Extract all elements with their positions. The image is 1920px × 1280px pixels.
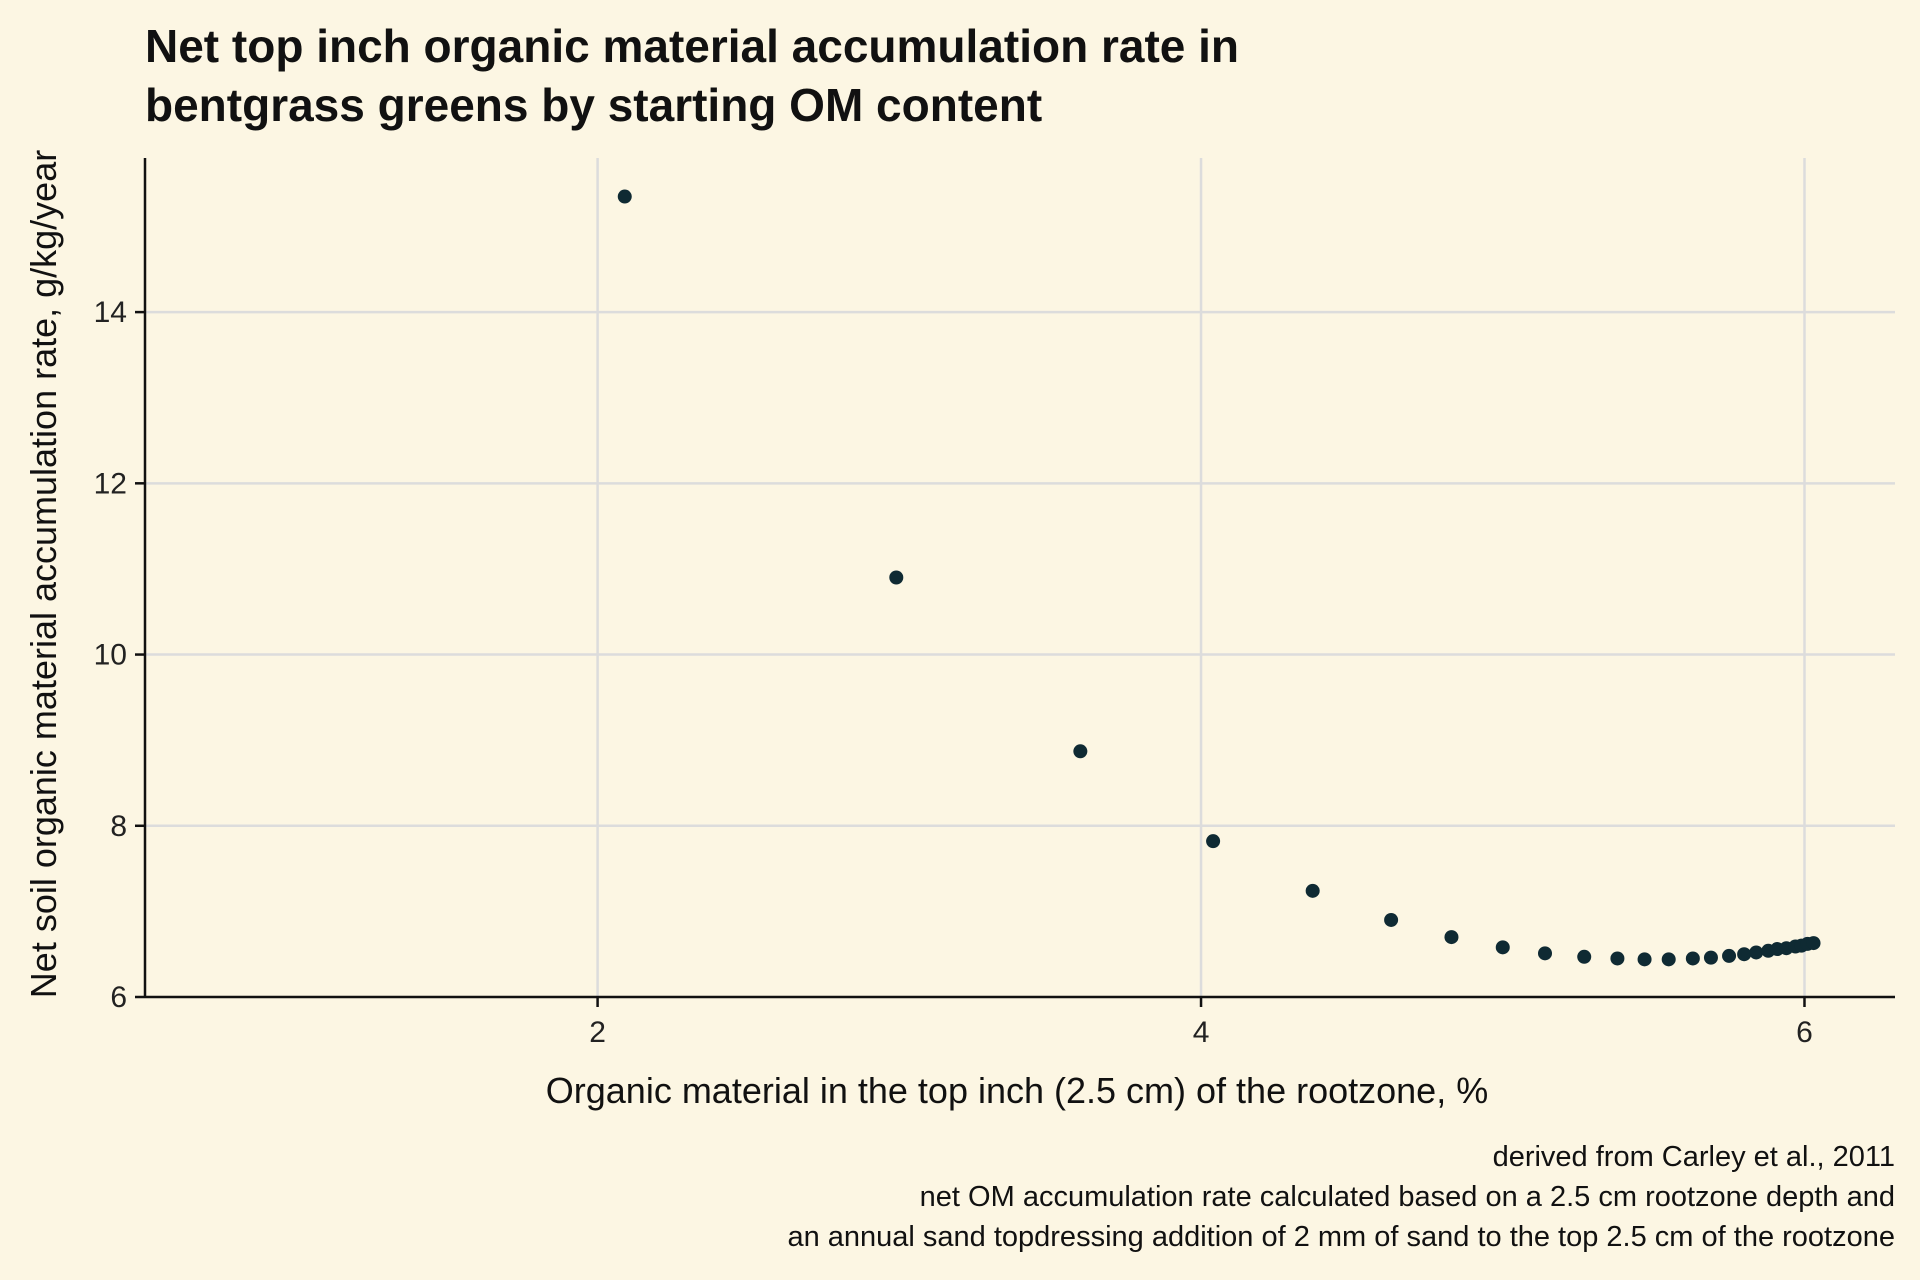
x-axis-title: Organic material in the top inch (2.5 cm… xyxy=(546,1070,1488,1111)
y-tick-label-6: 6 xyxy=(110,981,127,1014)
data-point-24 xyxy=(1806,936,1821,951)
caption-line-2: net OM accumulation rate calculated base… xyxy=(920,1181,1895,1213)
axes xyxy=(143,158,1895,999)
x-tick-label-6: 6 xyxy=(1796,1016,1813,1049)
caption-line-3: an annual sand topdressing addition of 2… xyxy=(787,1221,1895,1253)
data-point-15 xyxy=(1722,948,1737,963)
data-point-16 xyxy=(1737,947,1752,962)
data-point-2 xyxy=(1073,744,1088,759)
data-point-4 xyxy=(1305,883,1320,898)
data-points xyxy=(617,189,1821,967)
data-point-5 xyxy=(1384,912,1399,927)
chart-title-line-1: Net top inch organic material accumulati… xyxy=(145,20,1239,72)
data-point-9 xyxy=(1577,949,1592,964)
x-tick-label-4: 4 xyxy=(1193,1016,1210,1049)
data-point-1 xyxy=(889,570,904,585)
data-point-7 xyxy=(1495,940,1510,955)
axis-ticks: 2 4 6 6 8 10 12 14 xyxy=(94,296,1813,1049)
gridlines xyxy=(145,158,1895,997)
data-point-6 xyxy=(1444,930,1459,945)
data-point-12 xyxy=(1661,952,1676,967)
data-point-17 xyxy=(1749,945,1764,960)
caption-line-1: derived from Carley et al., 2011 xyxy=(1493,1141,1895,1173)
y-tick-label-14: 14 xyxy=(94,296,127,329)
x-tick-label-2: 2 xyxy=(589,1016,606,1049)
y-tick-label-8: 8 xyxy=(110,810,127,843)
data-point-3 xyxy=(1206,834,1221,849)
chart-title-line-2: bentgrass greens by starting OM content xyxy=(145,79,1042,131)
data-point-14 xyxy=(1703,950,1718,965)
y-axis-title: Net soil organic material accumulation r… xyxy=(23,150,64,998)
data-point-13 xyxy=(1685,951,1700,966)
y-tick-label-10: 10 xyxy=(94,639,127,672)
y-tick-label-12: 12 xyxy=(94,467,127,500)
data-point-8 xyxy=(1538,946,1552,961)
data-point-10 xyxy=(1610,951,1625,966)
data-point-11 xyxy=(1637,952,1652,967)
data-point-0 xyxy=(617,189,632,204)
